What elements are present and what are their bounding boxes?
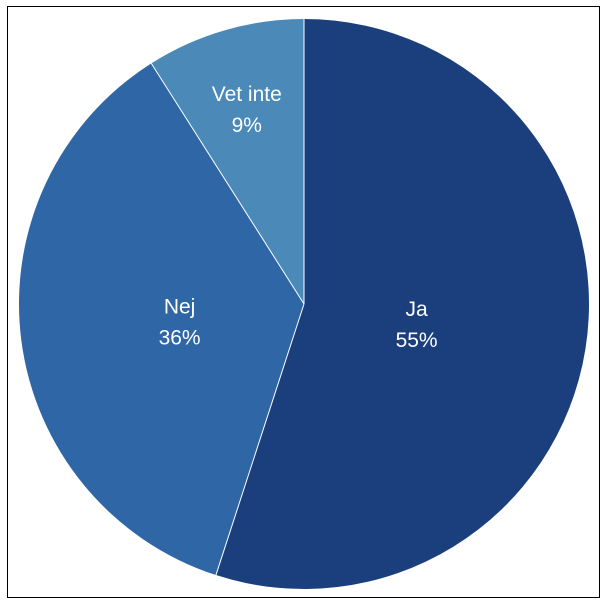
slice-value-label: 36%	[159, 327, 201, 350]
pie-labels: Ja 55% Nej 36% Vet inte 9%	[159, 83, 438, 352]
slice-value-label: 9%	[232, 114, 262, 137]
slice-separator	[150, 63, 305, 305]
pie-slice-vet-inte	[151, 19, 304, 304]
pie-slices	[19, 19, 590, 589]
pie-slice-ja	[215, 19, 590, 589]
slice-separator	[215, 303, 305, 576]
pie-slice-nej	[19, 63, 305, 576]
slice-label: Ja	[406, 298, 429, 321]
slice-value-label: 55%	[396, 329, 438, 352]
slice-label: Vet inte	[212, 83, 282, 106]
slice-label: Nej	[164, 296, 196, 319]
